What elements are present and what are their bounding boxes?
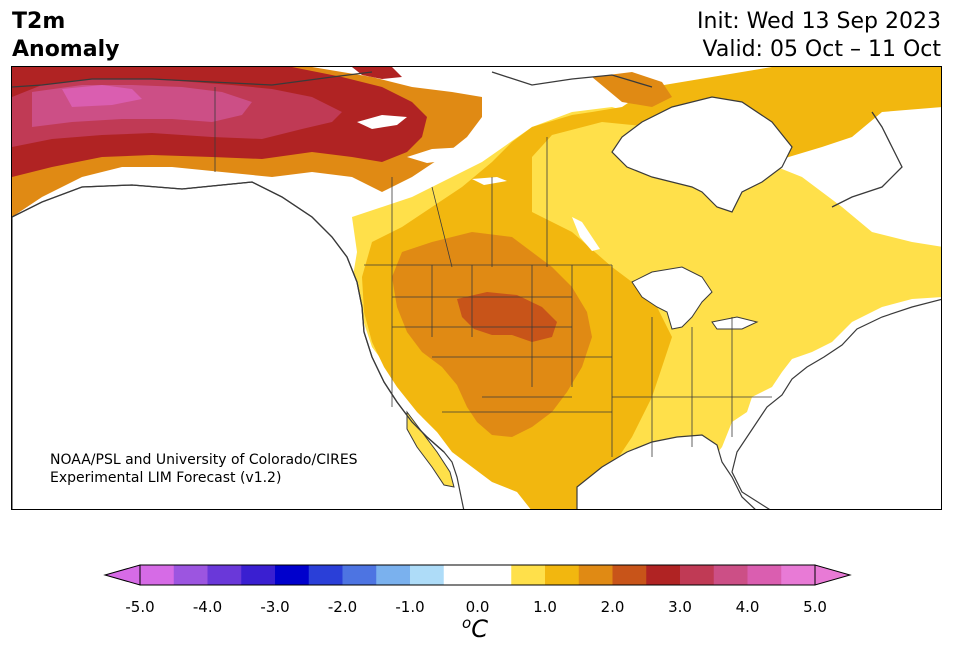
colorbar-canvas xyxy=(103,564,852,586)
colorbar-unit: oC xyxy=(462,614,488,643)
title-variable: T2m xyxy=(12,9,66,34)
colorbar-extend-max xyxy=(814,564,852,586)
coastlines xyxy=(12,71,903,453)
colorbar-segment xyxy=(140,565,175,585)
baja-peninsula xyxy=(406,410,455,488)
valid-date-range: Valid: 05 Oct – 11 Oct xyxy=(702,37,941,62)
lake-athabasca xyxy=(472,177,507,185)
colorbar-segment xyxy=(612,565,647,585)
anomaly-arctic-red xyxy=(352,67,402,79)
political-boundaries xyxy=(214,87,772,457)
colorbar-segment xyxy=(308,565,343,585)
colorbar-segment xyxy=(578,565,613,585)
great-lakes xyxy=(631,266,713,330)
anomaly-arctic-orange xyxy=(592,72,672,107)
title-field: Anomaly xyxy=(12,37,120,62)
colorbar-segment xyxy=(680,565,715,585)
anomaly-map: NOAA/PSL and University of Colorado/CIRE… xyxy=(11,66,942,510)
colorbar-tick-label: 1.0 xyxy=(533,598,557,616)
colorbar-segment xyxy=(275,565,310,585)
credit-line-2: Experimental LIM Forecast (v1.2) xyxy=(50,470,282,486)
colorbar-tick-label: 5.0 xyxy=(803,598,827,616)
colorbar-segment xyxy=(443,565,478,585)
map-canvas xyxy=(12,67,941,509)
colorbar-segment xyxy=(747,565,782,585)
colorbar-tick-label: -3.0 xyxy=(260,598,290,616)
colorbar-tick-label: 3.0 xyxy=(668,598,692,616)
colorbar-outline xyxy=(139,564,816,586)
great-bear-lake xyxy=(357,115,407,129)
colorbar-tick-label: -5.0 xyxy=(125,598,155,616)
colorbar-tick-label: 4.0 xyxy=(735,598,760,616)
colorbar-segment xyxy=(713,565,748,585)
colorbar-segment xyxy=(241,565,276,585)
colorbar-segment xyxy=(207,565,242,585)
colorbar xyxy=(100,560,860,594)
colorbar-tick-label: -2.0 xyxy=(327,598,358,616)
great-slave-lake xyxy=(407,147,482,163)
colorbar-tick-label: 2.0 xyxy=(600,598,625,616)
atlantic-ocean xyxy=(731,298,941,509)
colorbar-segment xyxy=(342,565,377,585)
gulf-of-mexico xyxy=(576,434,756,509)
anomaly-alaska-pink xyxy=(62,85,142,107)
lake-winnipeg xyxy=(572,217,600,251)
init-date: Init: Wed 13 Sep 2023 xyxy=(697,9,941,34)
unit-degree: o xyxy=(462,614,472,632)
hudson-bay xyxy=(611,96,793,213)
colorbar-segment xyxy=(646,565,681,585)
map-credit: NOAA/PSL and University of Colorado/CIRE… xyxy=(50,451,358,487)
lake-erie xyxy=(711,316,759,330)
colorbar-ticks: -5.0 -4.0 -3.0 -2.0 -1.0 0.0 1.0 2.0 3.0 4.0 5.0 xyxy=(0,598,953,618)
colorbar-segment xyxy=(410,565,445,585)
credit-line-1: NOAA/PSL and University of Colorado/CIRE… xyxy=(50,452,358,468)
colorbar-tick-label: 0.0 xyxy=(465,598,490,616)
colorbar-tick-label: -4.0 xyxy=(192,598,223,616)
colorbar-segment xyxy=(781,565,816,585)
colorbar-extend-min xyxy=(103,564,141,586)
colorbar-segment xyxy=(511,565,546,585)
map-title: T2m Anomaly xyxy=(12,8,119,64)
colorbar-segment xyxy=(477,565,512,585)
colorbar-segment xyxy=(376,565,411,585)
colorbar-tick-label: -1.0 xyxy=(395,598,425,616)
forecast-dates: Init: Wed 13 Sep 2023 Valid: 05 Oct – 11… xyxy=(697,8,941,64)
colorbar-segment xyxy=(545,565,580,585)
unit-celsius: C xyxy=(471,615,488,643)
colorbar-segment xyxy=(173,565,208,585)
